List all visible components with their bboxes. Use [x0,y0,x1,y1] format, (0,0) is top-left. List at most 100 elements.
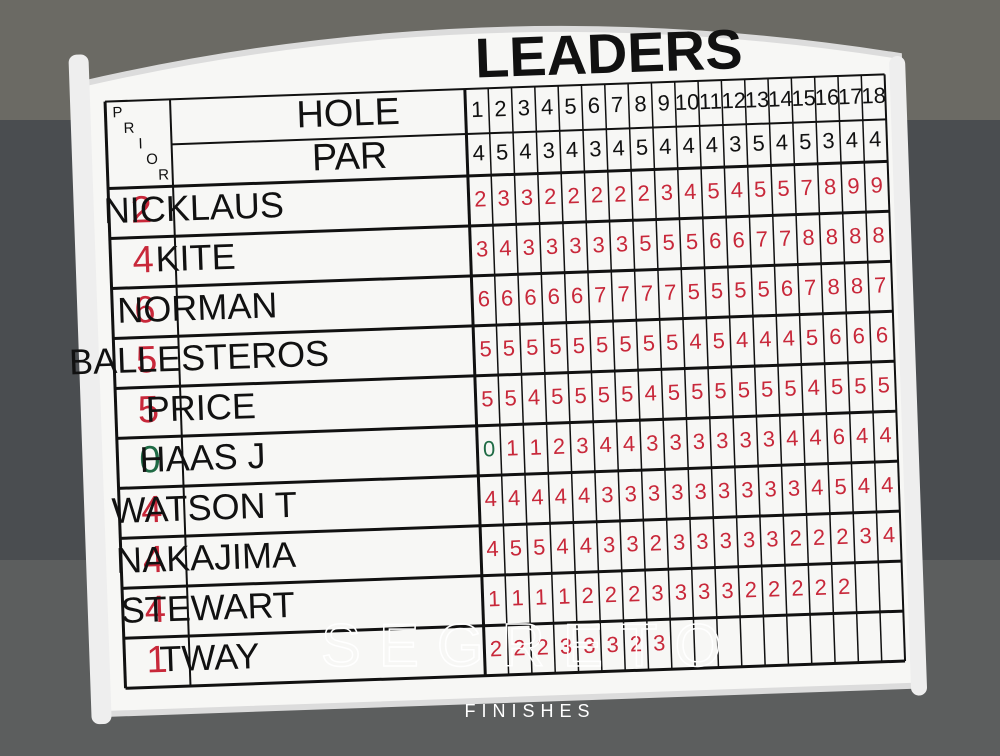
hole-score: 3 [626,531,639,556]
hole-score: 2 [604,582,617,607]
prior-score: 1 [146,639,169,682]
hole-score: 4 [486,536,499,561]
rule [103,101,128,689]
hole-score: 5 [714,378,727,403]
rule [837,75,860,663]
hole-score: 2 [544,184,557,209]
hole-score: 4 [857,473,870,498]
hole-score: 6 [780,276,793,301]
hole-score: 5 [712,328,725,353]
hole-score: 3 [673,529,686,554]
hole-score: 2 [814,575,827,600]
hole-score: 2 [629,631,642,656]
hole-score: 4 [556,534,569,559]
post [889,55,927,696]
rule [487,88,510,675]
hole-score: 4 [527,384,540,409]
hole-score: 6 [832,424,845,449]
hole-score: 4 [484,486,497,511]
hole-score: 4 [807,375,820,400]
hole-score: 2 [838,574,851,599]
par-value: 3 [822,128,835,153]
hole-score: 2 [536,634,549,659]
par-value: 4 [869,126,882,151]
rule [883,74,907,662]
hole-score: 5 [687,279,700,304]
hole-number: 2 [494,96,507,121]
hole-score: 3 [569,233,582,258]
prior-score: 5 [137,389,160,432]
hole-score: 5 [549,334,562,359]
hole-score: 4 [736,327,749,352]
hole-score: 3 [669,430,682,455]
rule [580,84,603,672]
rule [125,659,906,690]
prior-score: 0 [139,439,162,482]
par-value: 4 [705,132,718,157]
hole-score: 5 [685,229,698,254]
rule [860,75,883,662]
hole-score: 4 [684,179,697,204]
hole-score: 3 [603,532,616,557]
hole-score: 5 [877,372,890,397]
hole-score: 4 [786,425,799,450]
rule [464,89,487,676]
hole-score: 4 [579,533,592,558]
hole-score: 5 [757,276,770,301]
hole-score: 5 [691,379,704,404]
hole-score: 3 [651,580,664,605]
par-value: 4 [612,135,625,160]
hole-label: HOLE [296,91,401,137]
prior-score: 4 [142,539,165,582]
hole-number: 1 [471,97,484,122]
hole-score: 5 [834,474,847,499]
hole-score: 5 [639,230,652,255]
hole-score: 4 [554,484,567,509]
par-value: 4 [472,140,485,165]
hole-score: 6 [547,284,560,309]
hole-score: 2 [836,524,849,549]
hole-score: 3 [601,482,614,507]
hole-score: 6 [829,324,842,349]
hole-score: 5 [574,383,587,408]
hole-score: 5 [479,336,492,361]
rule [169,99,192,687]
hole-score: 7 [874,272,887,297]
hole-score: 4 [508,485,521,510]
hole-score: 4 [811,475,824,500]
hole-score: 5 [662,230,675,255]
hole-score: 5 [481,386,494,411]
hole-score: 5 [642,330,655,355]
title: LEADERS [474,17,744,89]
hole-score: 8 [827,274,840,299]
hole-score: 5 [777,176,790,201]
hole-number: 12 [721,88,746,114]
player-name: KITE [155,236,236,280]
hole-score: 3 [743,527,756,552]
par-value: 4 [682,133,695,158]
hole-score: 4 [578,483,591,508]
hole-score: 5 [551,384,564,409]
hole-score: 2 [789,525,802,550]
hole-score: 6 [852,323,865,348]
hole-score: 8 [849,223,862,248]
hole-score: 8 [824,174,837,199]
par-value: 5 [752,130,765,155]
hole-score: 4 [730,177,743,202]
hole-score: 5 [761,376,774,401]
hole-number: 10 [674,89,699,115]
prior-label: I [138,135,143,152]
hole-score: 3 [653,630,666,655]
prior-label: O [146,151,158,168]
hole-score: 3 [576,433,589,458]
watermark-brand: SEGRETO [321,612,739,679]
hole-score: 2 [637,180,650,205]
par-value: 5 [799,129,812,154]
hole-score: 6 [477,286,490,311]
par-value: 4 [565,137,578,162]
hole-score: 4 [499,235,512,260]
hole-score: 3 [660,180,673,205]
rule [113,309,893,340]
hole-score: 4 [599,432,612,457]
